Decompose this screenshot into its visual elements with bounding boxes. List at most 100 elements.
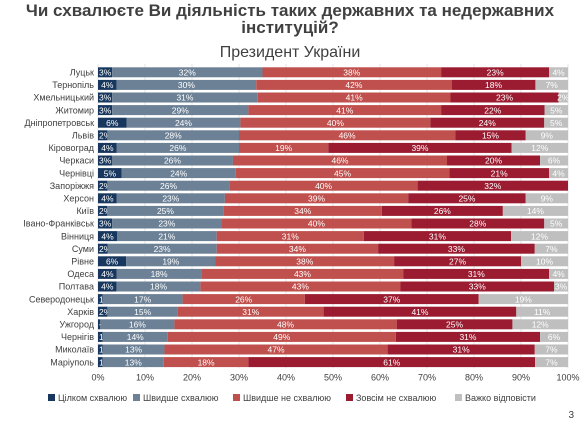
x-tick-label: 70% xyxy=(418,372,436,382)
legend-label: Швидше схвалюю xyxy=(143,393,219,403)
x-axis-ticks: 0% 10% 20% 30% 40% 50% 60% 70% 80% 90% 100% xyxy=(91,372,579,382)
bar-segment xyxy=(98,218,113,229)
data-label: 9% xyxy=(541,194,554,204)
bar-segment xyxy=(544,218,568,229)
slide-title: Чи схвалюєте Ви діяльність таких державн… xyxy=(0,2,580,36)
data-label: 2% xyxy=(99,307,112,317)
bar-segment xyxy=(224,193,409,204)
bar-segment xyxy=(549,268,568,279)
bar-segment xyxy=(304,294,479,305)
data-label: 19% xyxy=(515,294,532,304)
category-label: Кіровоград xyxy=(49,143,95,153)
data-label: 25% xyxy=(157,206,174,216)
data-label: 5% xyxy=(550,105,563,115)
data-label: 49% xyxy=(273,332,290,342)
bar-segment xyxy=(400,281,555,292)
bar-segment xyxy=(256,79,452,90)
data-label: 33% xyxy=(448,244,465,254)
data-label: 41% xyxy=(411,307,428,317)
data-label: 26% xyxy=(235,294,252,304)
category-label: Київ xyxy=(76,206,94,216)
data-label: 2% xyxy=(99,131,112,141)
bar-segment xyxy=(98,117,127,128)
category-label: Івано-Франківськ xyxy=(23,219,94,229)
bar-segment xyxy=(98,180,108,191)
category-label: Львів xyxy=(72,131,94,141)
bar-segment xyxy=(98,319,101,330)
bar-segment xyxy=(116,281,201,292)
bar-segment xyxy=(521,256,568,267)
x-tick-label: 30% xyxy=(230,372,248,382)
data-label: 9% xyxy=(541,131,554,141)
bar-segment xyxy=(98,130,108,141)
bar-segment xyxy=(223,205,382,216)
category-label: Херсон xyxy=(63,194,94,204)
data-label: 30% xyxy=(178,80,195,90)
bar-segment xyxy=(502,205,568,216)
category-label: Вінниця xyxy=(61,231,94,241)
data-label: 2% xyxy=(557,93,570,103)
data-label: 32% xyxy=(179,68,196,78)
legend-swatch xyxy=(233,394,240,401)
bar-segment xyxy=(221,218,412,229)
bar-segment xyxy=(511,142,568,153)
bar-segment xyxy=(112,92,258,103)
category-label: Полтава xyxy=(59,282,94,292)
bar-segment xyxy=(451,79,536,90)
bar-segment xyxy=(107,205,224,216)
bar-segment xyxy=(450,92,559,103)
data-label: 10% xyxy=(536,257,553,267)
data-label: 19% xyxy=(162,257,179,267)
data-label: 15% xyxy=(482,131,499,141)
data-label: 48% xyxy=(277,320,294,330)
bar-segment xyxy=(98,256,127,267)
bar-segment xyxy=(121,168,236,179)
bar-segment xyxy=(447,155,541,166)
bar-segment xyxy=(540,331,568,342)
data-label: 3% xyxy=(555,282,568,292)
bar-segment xyxy=(534,243,568,254)
data-label: 18% xyxy=(151,269,168,279)
bar-segment xyxy=(540,155,568,166)
bar-segment xyxy=(98,281,117,292)
data-label: 26% xyxy=(164,156,181,166)
bar-segment xyxy=(248,357,536,368)
bar-segment xyxy=(98,357,103,368)
bar-segment xyxy=(525,193,568,204)
legend-label: Швидше не схвалюю xyxy=(243,393,331,403)
x-tick-label: 60% xyxy=(371,372,389,382)
legend-swatch xyxy=(48,394,55,401)
bar-segment xyxy=(102,331,168,342)
data-label: 37% xyxy=(383,294,400,304)
bar-segment xyxy=(363,231,512,242)
legend-item: Швидше не схвалюю xyxy=(233,391,331,405)
bar-segment xyxy=(167,331,396,342)
data-label: 29% xyxy=(172,105,189,115)
data-label: 4% xyxy=(101,282,114,292)
bar-segment xyxy=(102,344,165,355)
data-label: 31% xyxy=(468,269,485,279)
x-tick-label: 40% xyxy=(277,372,295,382)
category-label: Ужгород xyxy=(59,320,94,330)
bar-segment xyxy=(98,344,103,355)
bar-segment xyxy=(182,294,305,305)
bar-segment xyxy=(449,168,550,179)
bar-segment xyxy=(240,117,431,128)
data-label: 31% xyxy=(459,332,476,342)
data-label: 34% xyxy=(289,244,306,254)
bar-segment xyxy=(417,180,568,191)
data-label: 3% xyxy=(99,156,112,166)
data-label: 22% xyxy=(484,105,501,115)
data-label: 3% xyxy=(99,68,112,78)
bar-segment xyxy=(98,331,103,342)
data-label: 7% xyxy=(545,357,558,367)
data-label: 40% xyxy=(315,181,332,191)
data-label: 46% xyxy=(339,131,356,141)
data-label: 23% xyxy=(154,244,171,254)
legend: Цілком схвалюю Швидше схвалюю Швидше не сх… xyxy=(48,391,568,405)
bar-segment xyxy=(394,256,521,267)
bar-segment xyxy=(430,117,545,128)
bar-segment xyxy=(98,268,117,279)
bar-segment xyxy=(107,243,217,254)
data-label: 5% xyxy=(550,118,563,128)
